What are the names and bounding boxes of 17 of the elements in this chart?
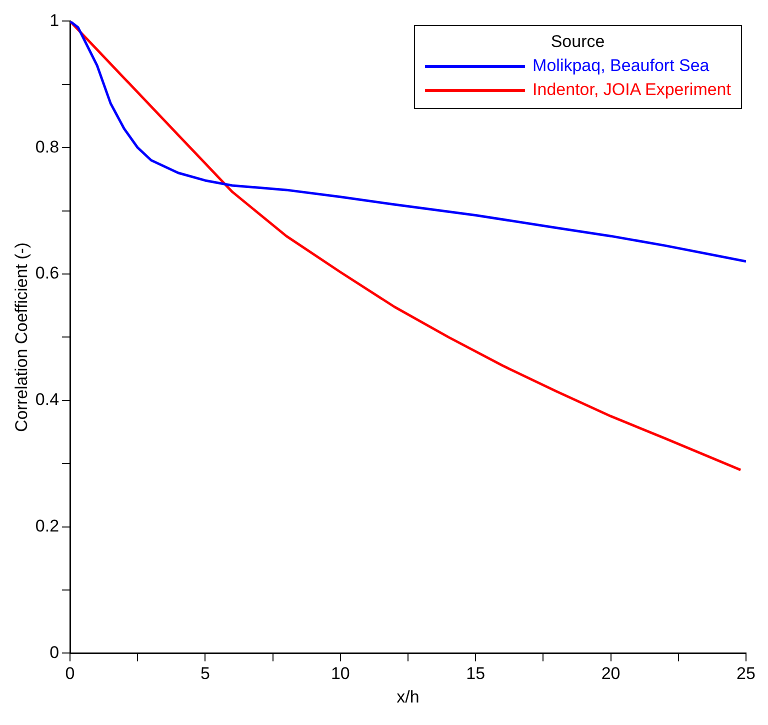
text: Indentor, JOIA Experiment: [532, 79, 731, 102]
x-tick-label: 0: [65, 664, 75, 684]
x-tick-label: 10: [330, 664, 350, 684]
legend-title: Source: [550, 31, 606, 54]
y-axis-title: Correlation Coefficient (-): [12, 242, 31, 432]
x-tick-label: 15: [466, 664, 486, 684]
x-axis-title: x/h: [396, 687, 420, 706]
text: Molikpaq, Beaufort Sea: [532, 55, 710, 78]
y-tick-label: 0: [50, 642, 60, 662]
x-tick-label: 20: [601, 664, 620, 684]
y-tick-label: 1: [50, 10, 60, 30]
y-tick-label: 0.6: [35, 264, 60, 283]
x-tick-label: 25: [736, 664, 756, 684]
y-tick-label: 0.2: [35, 516, 60, 536]
y-tick-label: 0.4: [35, 390, 60, 410]
x-tick-label: 5: [200, 664, 210, 684]
y-tick-label: 0.8: [35, 137, 60, 156]
